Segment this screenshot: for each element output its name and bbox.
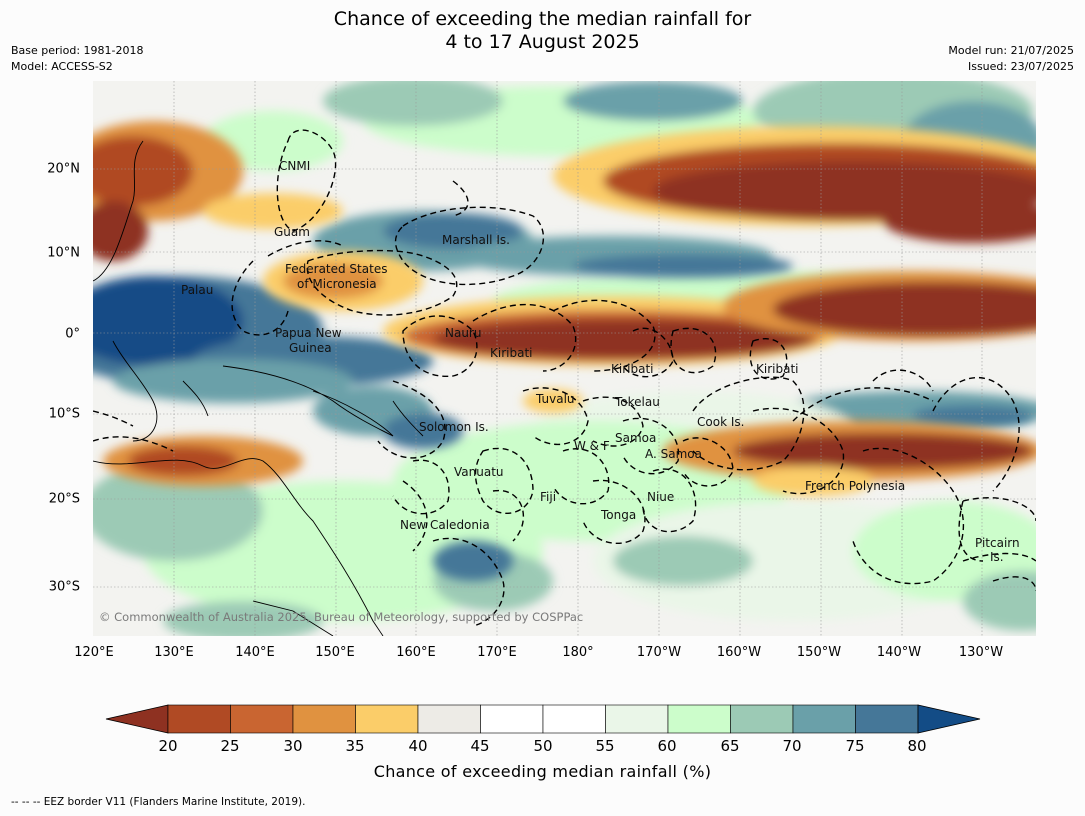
label-fsm-2: of Micronesia — [297, 277, 377, 291]
colorbar-tick-75: 75 — [845, 737, 865, 755]
colorbar-cell — [417, 704, 481, 734]
lon-label-160e: 160°E — [396, 645, 436, 660]
lon-label-180: 180° — [562, 645, 594, 660]
lon-label-120e: 120°E — [74, 645, 114, 660]
graticule — [93, 81, 1036, 636]
label-fsm-1: Federated States — [285, 262, 387, 276]
colorbar-cell — [355, 704, 419, 734]
colorbar-extend-low — [105, 704, 169, 734]
label-vanuatu: Vanuatu — [454, 465, 504, 479]
lat-label-10n: 10°N — [47, 245, 80, 261]
map-title: Chance of exceeding the median rainfall … — [0, 8, 1085, 54]
colorbar-tick-70: 70 — [782, 737, 802, 755]
label-fiji: Fiji — [540, 490, 556, 504]
colorbar-tick-50: 50 — [533, 737, 553, 755]
label-niue: Niue — [647, 490, 674, 504]
label-kiribati-east: Kiribati — [756, 362, 798, 376]
colorbar-cell — [167, 704, 231, 734]
colorbar-cell — [542, 704, 606, 734]
label-marshall: Marshall Is. — [442, 233, 510, 247]
colorbar-tick-25: 25 — [220, 737, 240, 755]
colorbar — [105, 704, 981, 734]
metadata-left: Base period: 1981-2018 Model: ACCESS-S2 — [11, 43, 143, 75]
lon-label-130e: 130°E — [154, 645, 194, 660]
lon-label-160w: 160°W — [716, 645, 762, 660]
label-png-1: Papua New — [275, 326, 342, 340]
eez-footnote: -- -- -- EEZ border V11 (Flanders Marine… — [11, 796, 306, 808]
dry-anomaly-fields — [93, 121, 1036, 496]
label-kiribati-west: Kiribati — [490, 346, 532, 360]
colorbar-tick-30: 30 — [283, 737, 303, 755]
title-line-1: Chance of exceeding the median rainfall … — [333, 8, 752, 30]
lat-label-30s: 30°S — [48, 579, 80, 595]
label-tuvalu: Tuvalu — [535, 392, 575, 406]
copyright-notice: © Commonwealth of Australia 2025, Bureau… — [99, 610, 583, 624]
lat-label-0: 0° — [65, 326, 80, 342]
rainfall-map[interactable]: CNMI Guam Marshall Is. Federated States … — [93, 81, 1036, 636]
label-pitcairn-1: Pitcairn — [975, 536, 1020, 550]
model-run: Model run: 21/07/2025 — [948, 44, 1074, 57]
label-wallis-futuna: W & F — [574, 439, 610, 453]
lat-label-20n: 20°N — [47, 161, 80, 177]
colorbar-cell — [855, 704, 919, 734]
label-nauru: Nauru — [445, 326, 481, 340]
colorbar-tick-45: 45 — [470, 737, 490, 755]
label-palau: Palau — [181, 283, 213, 297]
coastlines — [93, 140, 424, 636]
lon-label-170e: 170°E — [477, 645, 517, 660]
lon-label-150e: 150°E — [315, 645, 355, 660]
lat-label-10s: 10°S — [48, 406, 80, 422]
colorbar-cell — [230, 704, 294, 734]
rainfall-map-canvas: CNMI Guam Marshall Is. Federated States … — [93, 81, 1036, 636]
label-solomon: Solomon Is. — [419, 420, 489, 434]
lon-label-150w: 150°W — [796, 645, 842, 660]
label-png-2: Guinea — [289, 341, 332, 355]
metadata-right: Model run: 21/07/2025 Issued: 23/07/2025 — [948, 43, 1074, 75]
colorbar-cell — [605, 704, 669, 734]
title-line-2: 4 to 17 August 2025 — [445, 31, 640, 53]
colorbar-tick-35: 35 — [345, 737, 365, 755]
label-american-samoa: A. Samoa — [645, 447, 702, 461]
label-new-caledonia: New Caledonia — [400, 518, 490, 532]
base-period: Base period: 1981-2018 — [11, 44, 144, 57]
label-cook: Cook Is. — [697, 415, 744, 429]
label-kiribati-central: Kiribati — [611, 362, 653, 376]
label-french-polynesia: French Polynesia — [805, 479, 905, 493]
lon-label-130w: 130°W — [958, 645, 1004, 660]
label-guam: Guam — [274, 225, 310, 239]
colorbar-tick-60: 60 — [657, 737, 677, 755]
colorbar-tick-20: 20 — [158, 737, 178, 755]
lon-label-140w: 140°W — [876, 645, 922, 660]
model-name: Model: ACCESS-S2 — [11, 60, 113, 73]
lon-label-140e: 140°E — [235, 645, 275, 660]
label-tonga: Tonga — [600, 508, 636, 522]
label-cnmi: CNMI — [279, 159, 310, 173]
lat-label-20s: 20°S — [48, 491, 80, 507]
region-labels: CNMI Guam Marshall Is. Federated States … — [181, 159, 1020, 564]
lon-label-170w: 170°W — [636, 645, 682, 660]
colorbar-tick-55: 55 — [595, 737, 615, 755]
colorbar-cell — [480, 704, 544, 734]
label-tokelau: Tokelau — [614, 395, 660, 409]
colorbar-cell — [667, 704, 731, 734]
label-pitcairn-2: Is. — [990, 550, 1004, 564]
colorbar-tick-65: 65 — [720, 737, 740, 755]
issued-date: Issued: 23/07/2025 — [967, 60, 1074, 73]
colorbar-extend-high — [917, 704, 981, 734]
colorbar-tick-40: 40 — [408, 737, 428, 755]
colorbar-cell — [792, 704, 856, 734]
colorbar-cell — [292, 704, 356, 734]
eez-borders — [93, 129, 1036, 627]
colorbar-cell — [730, 704, 794, 734]
colorbar-tick-80: 80 — [907, 737, 927, 755]
label-samoa: Samoa — [615, 431, 656, 445]
colorbar-title: Chance of exceeding median rainfall (%) — [373, 762, 712, 781]
